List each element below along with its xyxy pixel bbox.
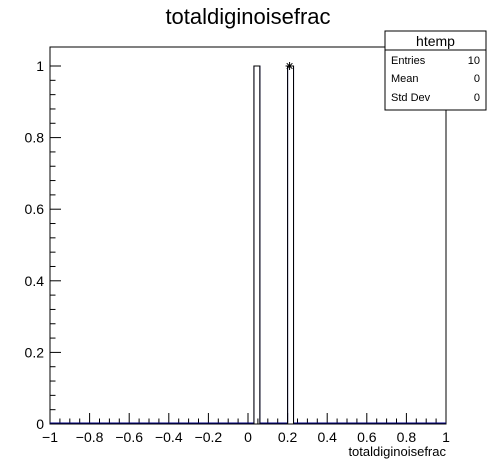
stats-box: htemp Entries 10 Mean 0 Std Dev 0: [384, 30, 487, 111]
star-marker-stroke: [286, 62, 293, 70]
x-tick-label: −0.4: [155, 429, 183, 445]
x-tick-label: 0.4: [317, 429, 337, 445]
x-tick-label: 0: [244, 429, 252, 445]
x-tick-label: −0.8: [76, 429, 104, 445]
star-marker: [285, 62, 294, 70]
y-tick-label: 0.2: [25, 344, 45, 360]
data-markers: [285, 62, 294, 70]
y-tick-label: 1: [36, 58, 44, 74]
x-tick-label: −0.2: [195, 429, 223, 445]
stats-entries-value: 10: [468, 55, 480, 67]
x-tick-label: 0.8: [397, 429, 417, 445]
stats-mean-label: Mean: [391, 73, 419, 85]
x-axis-title: totaldiginoisefrac: [348, 444, 446, 459]
stats-box-frame: [384, 30, 487, 111]
stats-mean-value: 0: [474, 73, 480, 85]
x-tick-label: 0.2: [278, 429, 298, 445]
stats-stddev-label: Std Dev: [391, 92, 431, 104]
x-tick-label: 0.6: [357, 429, 377, 445]
histogram-outline: [50, 65, 446, 424]
x-tick-label: −0.6: [115, 429, 143, 445]
stats-stddev-value: 0: [474, 92, 480, 104]
y-tick-label: 0.4: [25, 273, 45, 289]
histogram-bar: [287, 65, 295, 425]
x-tick-label: 1: [442, 429, 450, 445]
y-tick-label: 0: [36, 416, 44, 432]
chart-title: totaldiginoisefrac: [165, 4, 330, 29]
x-tick-label: −1: [42, 429, 58, 445]
stats-box-title: htemp: [416, 33, 455, 49]
stats-entries-label: Entries: [391, 55, 426, 67]
axis-ticks: −1 −0.8 −0.6 −0.4 −0.2 0 0.2 0.4 0.6 0.8 1 0 0.2 0.4 0…: [25, 58, 451, 445]
histogram-bar: [253, 65, 261, 425]
y-tick-label: 0.6: [25, 201, 45, 217]
histogram-bins: [50, 65, 446, 425]
y-tick-label: 0.8: [25, 130, 45, 146]
